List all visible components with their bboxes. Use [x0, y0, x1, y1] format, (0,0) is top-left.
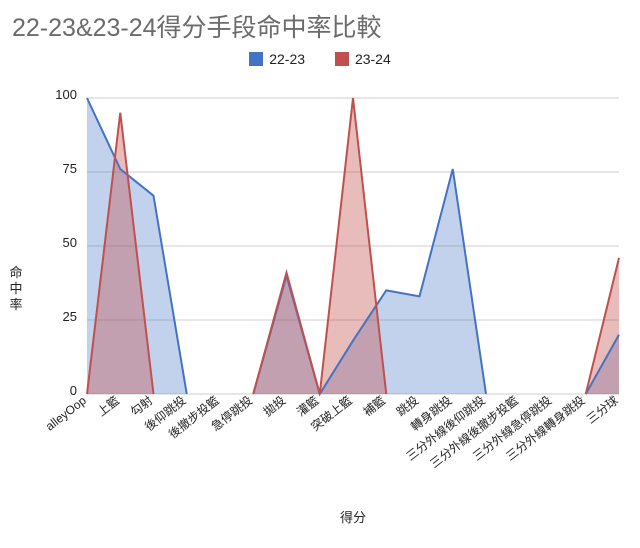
- svg-text:三分球: 三分球: [584, 393, 621, 426]
- svg-text:中: 中: [9, 281, 22, 296]
- svg-text:50: 50: [63, 235, 77, 250]
- svg-text:命: 命: [9, 265, 22, 280]
- svg-text:100: 100: [55, 87, 77, 102]
- svg-text:上籃: 上籃: [94, 393, 122, 420]
- svg-text:補籃: 補籃: [360, 393, 388, 420]
- svg-text:25: 25: [63, 309, 77, 324]
- svg-text:alleyOop: alleyOop: [43, 393, 89, 433]
- svg-text:拋投: 拋投: [260, 393, 288, 420]
- svg-text:得分: 得分: [340, 510, 366, 525]
- svg-text:75: 75: [63, 161, 77, 176]
- svg-text:率: 率: [9, 297, 22, 312]
